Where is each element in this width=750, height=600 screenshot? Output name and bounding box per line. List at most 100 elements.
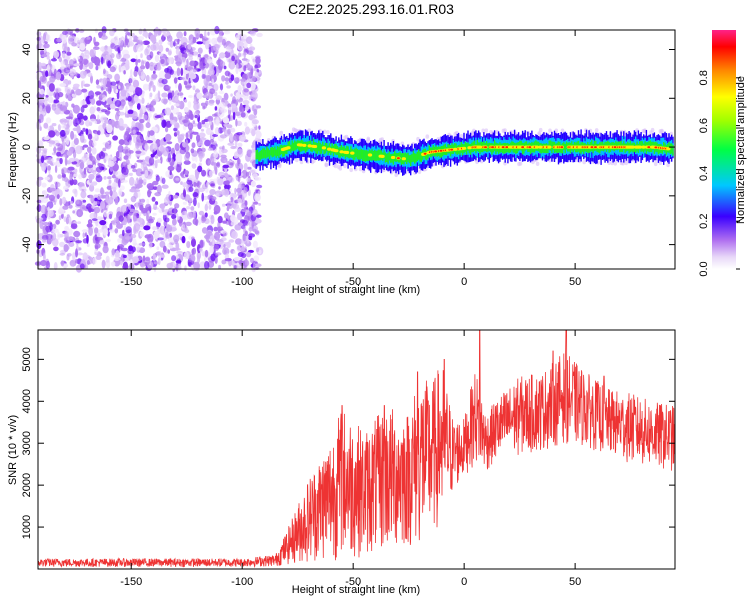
noise-speck xyxy=(66,124,71,128)
noise-speck xyxy=(75,145,83,155)
noise-speck xyxy=(71,93,75,98)
noise-speck xyxy=(160,58,165,65)
noise-speck xyxy=(230,145,237,150)
noise-speck xyxy=(128,211,133,216)
noise-speck xyxy=(59,83,67,87)
noise-speck xyxy=(175,112,182,115)
noise-speck xyxy=(216,193,220,198)
signal-halo xyxy=(613,161,618,166)
noise-speck xyxy=(217,215,223,224)
noise-speck xyxy=(53,246,59,252)
noise-speck xyxy=(223,244,226,248)
noise-speck xyxy=(41,182,47,188)
signal-band-cell xyxy=(311,143,313,152)
y-tick-label: 3000 xyxy=(21,431,33,455)
noise-speck xyxy=(210,253,216,262)
colorbar-tick-label: 0.6 xyxy=(698,118,710,133)
noise-speck xyxy=(136,159,144,163)
signal-halo xyxy=(548,128,552,133)
noise-speck xyxy=(125,84,130,89)
signal-core xyxy=(298,143,303,147)
noise-speck xyxy=(194,114,198,119)
noise-speck xyxy=(101,259,106,269)
noise-speck xyxy=(75,258,78,264)
noise-speck xyxy=(144,144,150,151)
noise-speck xyxy=(156,246,160,250)
signal-band-cell xyxy=(552,141,554,150)
signal-band-cell xyxy=(529,143,532,155)
noise-speck xyxy=(128,113,134,118)
noise-speck xyxy=(231,55,236,62)
noise-speck xyxy=(160,114,164,122)
noise-speck xyxy=(204,30,207,40)
signal-halo xyxy=(484,128,489,133)
signal-band-cell xyxy=(406,153,408,164)
noise-speck xyxy=(240,112,246,118)
noise-speck xyxy=(146,140,153,144)
noise-speck xyxy=(249,43,253,47)
snr-series-line xyxy=(37,329,676,568)
noise-speck xyxy=(52,99,60,104)
noise-speck xyxy=(39,85,45,90)
noise-speck xyxy=(196,180,201,188)
noise-speck xyxy=(195,89,201,93)
noise-speck xyxy=(221,203,226,207)
noise-speck xyxy=(138,211,142,217)
noise-speck xyxy=(201,192,204,202)
noise-speck xyxy=(71,103,75,108)
noise-speck xyxy=(144,169,149,178)
noise-speck xyxy=(43,32,46,42)
noise-speck xyxy=(36,31,42,36)
snr-frame xyxy=(37,329,676,570)
signal-halo xyxy=(503,128,507,133)
noise-speck xyxy=(82,238,89,244)
noise-speck xyxy=(125,31,131,36)
noise-speck xyxy=(99,228,103,233)
noise-speck xyxy=(43,162,47,166)
noise-speck xyxy=(226,46,232,50)
signal-band-cell xyxy=(565,141,568,150)
noise-speck xyxy=(45,117,52,124)
signal-band-cell xyxy=(359,149,361,161)
noise-speck xyxy=(68,236,74,241)
signal-band-cell xyxy=(607,140,609,150)
noise-speck xyxy=(62,30,68,35)
noise-speck xyxy=(88,173,95,180)
noise-speck xyxy=(232,250,236,254)
noise-speck xyxy=(254,218,262,224)
noise-speck xyxy=(223,92,229,101)
noise-speck xyxy=(49,187,56,192)
noise-speck xyxy=(140,53,143,59)
noise-speck xyxy=(151,73,158,79)
noise-speck xyxy=(146,198,150,205)
noise-speck xyxy=(201,73,206,80)
noise-speck xyxy=(192,218,199,226)
noise-speck xyxy=(213,91,218,97)
noise-speck xyxy=(69,173,73,181)
noise-speck xyxy=(63,185,69,190)
noise-speck xyxy=(100,109,108,113)
noise-speck xyxy=(236,132,243,136)
signal-band-cell xyxy=(322,141,324,151)
noise-speck xyxy=(96,166,103,173)
noise-speck xyxy=(117,245,120,251)
signal-peak xyxy=(396,157,400,160)
noise-speck xyxy=(40,155,45,164)
noise-speck xyxy=(86,160,93,165)
noise-speck xyxy=(80,100,87,106)
noise-speck xyxy=(177,136,183,144)
noise-speck xyxy=(85,119,91,127)
noise-speck xyxy=(204,256,207,263)
signal-band-cell xyxy=(657,144,660,155)
noise-speck xyxy=(109,29,115,37)
noise-speck xyxy=(94,41,100,47)
noise-speck xyxy=(222,220,228,224)
noise-speck xyxy=(38,113,44,123)
x-tick-label: 50 xyxy=(569,276,581,288)
signal-band-cell xyxy=(326,143,328,152)
noise-speck xyxy=(197,47,203,54)
noise-speck xyxy=(48,130,56,138)
noise-speck xyxy=(95,219,99,227)
noise-speck xyxy=(56,38,62,43)
noise-speck xyxy=(90,205,96,209)
